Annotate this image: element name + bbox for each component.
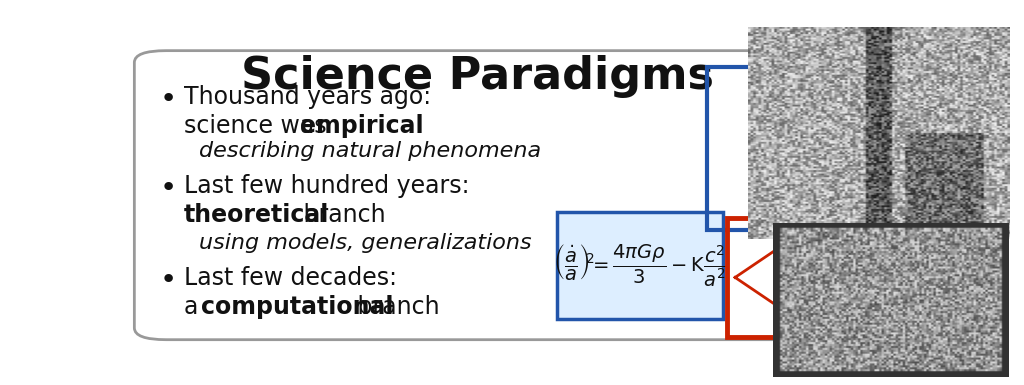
Text: Last few decades:: Last few decades:: [183, 266, 396, 290]
Text: •: •: [160, 85, 177, 113]
Text: Thousand years ago:: Thousand years ago:: [183, 85, 431, 109]
Text: •: •: [160, 266, 177, 294]
Text: science was: science was: [183, 114, 334, 138]
Text: empirical: empirical: [300, 114, 424, 138]
Text: theoretical: theoretical: [183, 203, 329, 227]
Text: describing natural phenomena: describing natural phenomena: [200, 141, 542, 161]
FancyBboxPatch shape: [557, 212, 723, 319]
Text: a: a: [183, 295, 206, 319]
Text: computational: computational: [201, 295, 393, 319]
Text: Last few hundred years:: Last few hundred years:: [183, 174, 469, 198]
Text: branch: branch: [296, 203, 386, 227]
Text: using models, generalizations: using models, generalizations: [200, 233, 532, 253]
Text: •: •: [160, 174, 177, 202]
Text: $\left(\dfrac{\dot{a}}{a}\right)^{\!\!2}\!\!=\dfrac{4\pi G\rho}{3}-\mathrm{K}\df: $\left(\dfrac{\dot{a}}{a}\right)^{\!\!2}…: [553, 242, 727, 289]
FancyBboxPatch shape: [134, 51, 915, 340]
Text: branch: branch: [349, 295, 439, 319]
Text: Science Paradigms: Science Paradigms: [241, 55, 714, 98]
